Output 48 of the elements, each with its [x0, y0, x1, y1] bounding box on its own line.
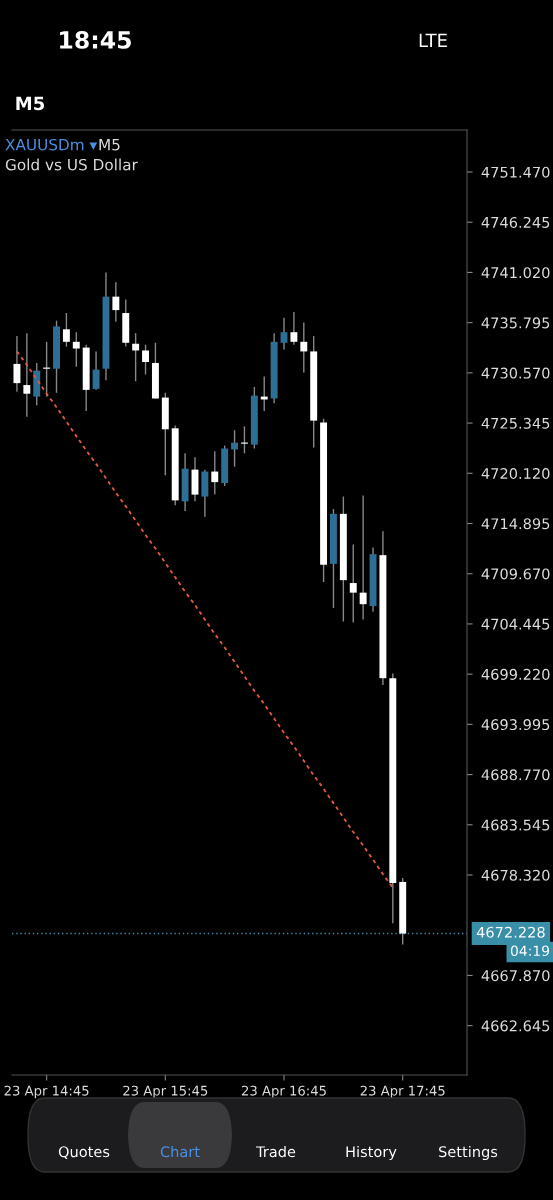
text: Quotes — [58, 1146, 110, 1159]
candlestick — [359, 494, 367, 621]
text: 04:19 — [510, 945, 550, 957]
candlestick — [290, 311, 298, 346]
candlestick — [112, 281, 120, 323]
text: Trade — [256, 1145, 296, 1158]
y-tick-label: 4735.795 — [481, 317, 550, 329]
candlestick — [72, 331, 80, 368]
y-tick-label: 4741.020 — [481, 267, 550, 279]
candlestick — [62, 312, 70, 348]
y-tick-label: 4667.870 — [481, 970, 550, 982]
text: LTE — [419, 33, 447, 47]
annotation: M5 — [99, 139, 120, 151]
line-series — [16, 350, 394, 889]
y-tick-label: 4678.320 — [481, 869, 550, 881]
y-tick-label: 4720.120 — [481, 468, 550, 480]
y-tick-label: 4693.995 — [481, 719, 550, 731]
text: History — [346, 1145, 397, 1161]
y-tick-label: 4746.245 — [481, 216, 550, 228]
candlestick — [349, 543, 357, 624]
y-tick-label: 4683.545 — [481, 819, 550, 831]
y-tick-label: 4725.345 — [481, 417, 550, 429]
y-tick-label: 4709.670 — [481, 568, 550, 580]
y-tick-label: 4730.570 — [481, 367, 550, 379]
y-tick-label: 4688.770 — [481, 769, 550, 781]
y-tick-label: 4662.645 — [481, 1020, 550, 1032]
ref-line-label: 4672.228 — [476, 926, 545, 938]
x-tick-label: 23 Apr 16:45 — [241, 1085, 326, 1099]
y-tick-label: 4699.220 — [481, 668, 550, 680]
x-tick-label: 23 Apr 15:45 — [123, 1085, 208, 1099]
text: 18:45 — [60, 30, 131, 49]
candlestick — [23, 332, 31, 418]
x-tick-label: 23 Apr 17:45 — [360, 1085, 445, 1099]
candlestick — [142, 344, 149, 376]
text: M5 — [16, 96, 44, 111]
text: Settings — [439, 1145, 498, 1161]
y-tick-label: 4704.445 — [481, 618, 550, 630]
y-tick-label: 4714.895 — [481, 518, 550, 530]
candlestick — [211, 450, 219, 496]
candlestick — [280, 317, 288, 351]
y-tick-label: 4751.470 — [481, 166, 550, 178]
x-tick-label: 23 Apr 14:45 — [4, 1085, 89, 1099]
chart-title: XAUUSDm ▾ — [5, 138, 98, 151]
candlestick — [300, 321, 308, 374]
text: Gold vs US Dollar — [5, 158, 138, 171]
candlestick — [13, 335, 21, 393]
candlestick — [92, 350, 100, 391]
text: Chart — [160, 1145, 200, 1158]
